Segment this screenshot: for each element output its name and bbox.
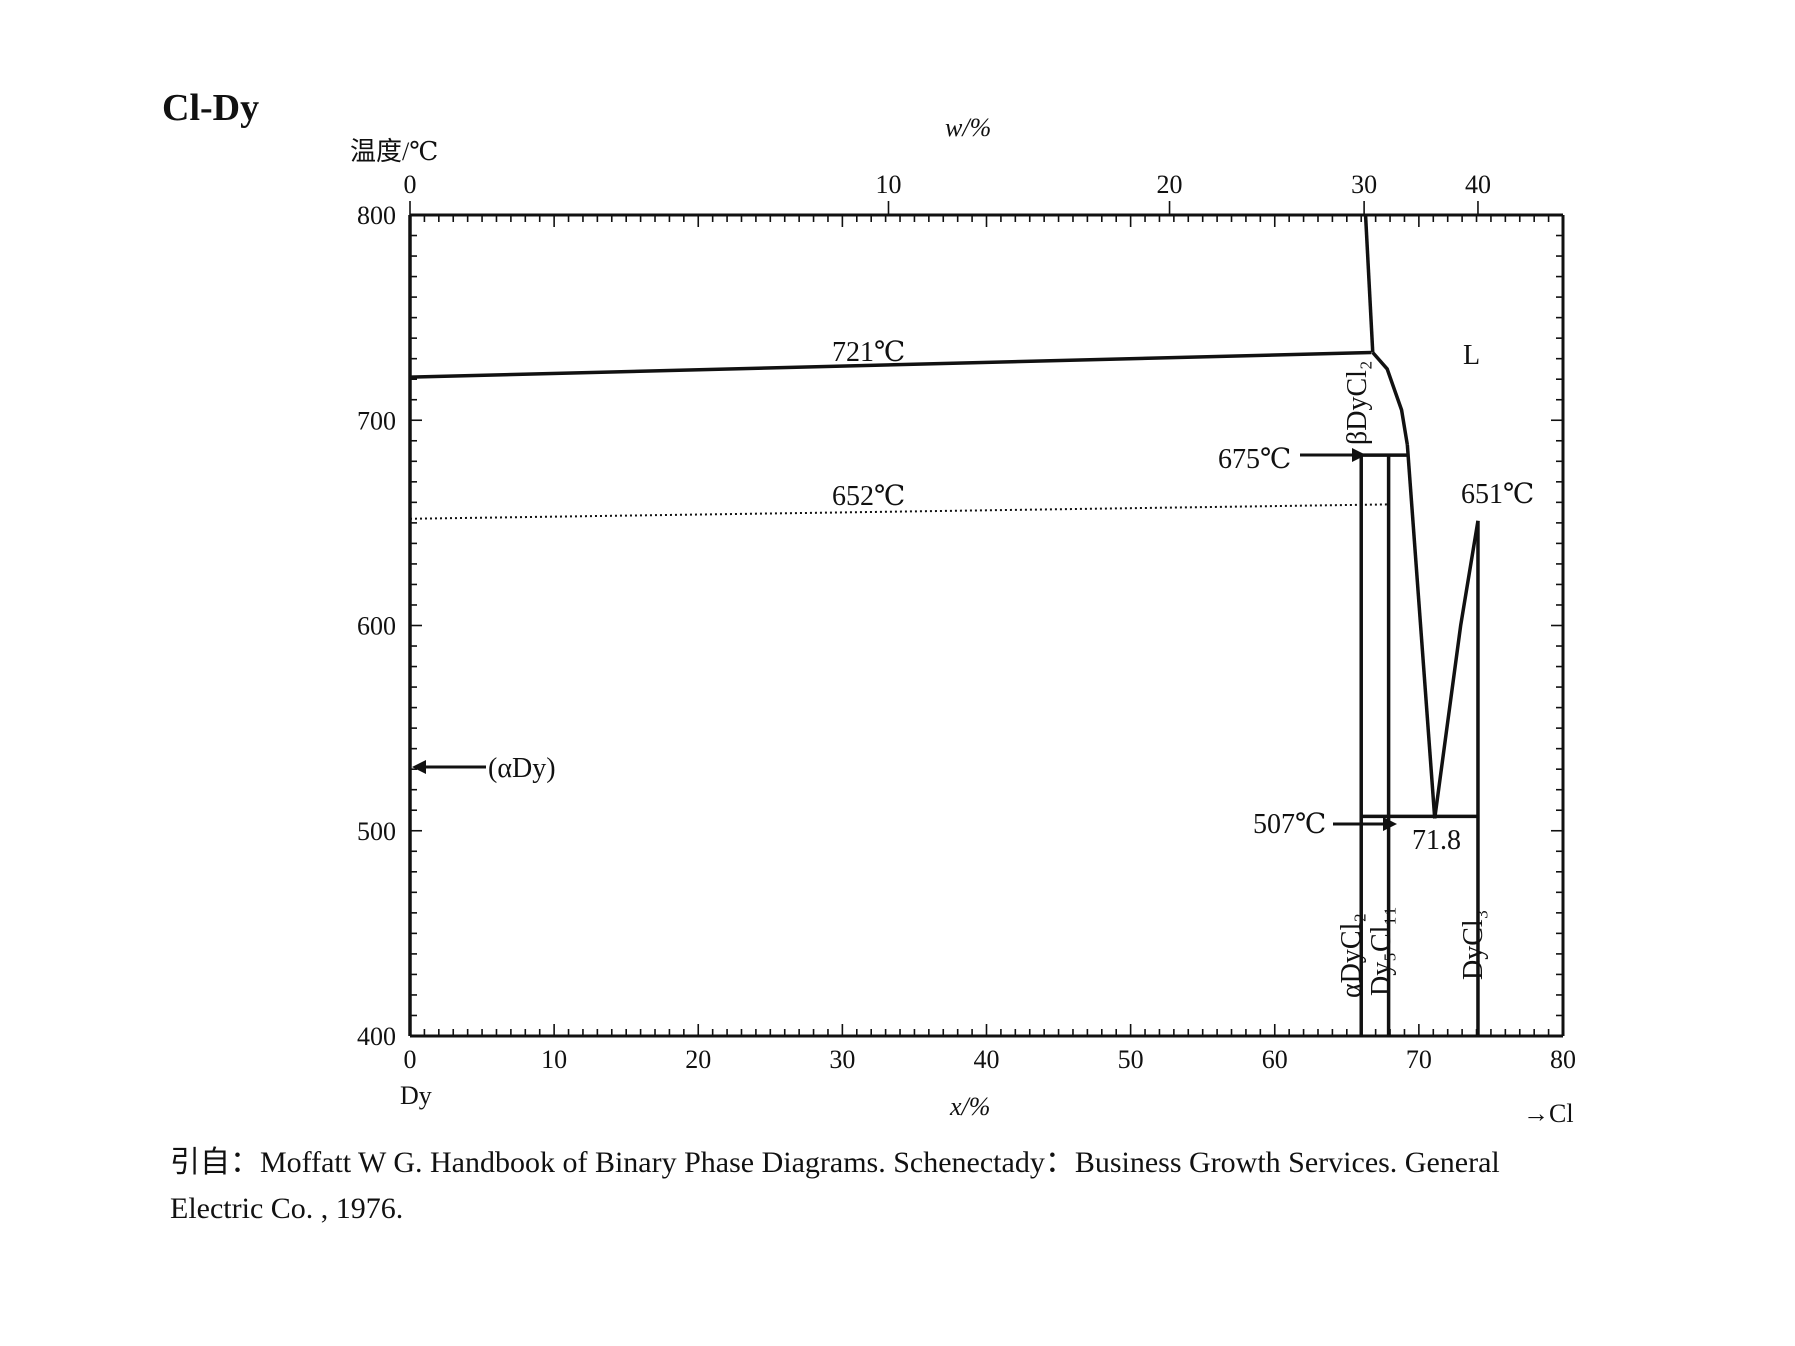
arrow-alpha-dy bbox=[412, 760, 486, 774]
phase-line-liquidus-upper bbox=[1363, 214, 1375, 353]
w-tick-label: 20 bbox=[1157, 170, 1183, 199]
annotation-721: 721℃ bbox=[832, 337, 905, 368]
y-tick-label: 400 bbox=[357, 1022, 396, 1051]
x-tick-label: 60 bbox=[1262, 1045, 1288, 1074]
alpha-dycl2-label: αDyCl₂ bbox=[1336, 913, 1367, 998]
x-tick-label: 70 bbox=[1406, 1045, 1432, 1074]
x-tick-label: 0 bbox=[404, 1045, 417, 1074]
x-tick-label: 20 bbox=[685, 1045, 711, 1074]
annotation-675: 675℃ bbox=[1218, 444, 1291, 475]
right-component-label: →Cl bbox=[1523, 1099, 1574, 1128]
y-tick-label: 500 bbox=[357, 817, 396, 846]
y-tick-label: 700 bbox=[357, 406, 396, 435]
phase-line-liquidus-dycl3 bbox=[1432, 520, 1480, 819]
x-tick-label: 50 bbox=[1118, 1045, 1144, 1074]
lines-layer bbox=[408, 214, 1480, 1036]
annotation-71-8: 71.8 bbox=[1412, 825, 1461, 856]
left-component-label: Dy bbox=[400, 1081, 432, 1110]
x-tick-label: 10 bbox=[541, 1045, 567, 1074]
w-tick-label: 10 bbox=[875, 170, 901, 199]
citation-line-2: Electric Co. , 1976. bbox=[170, 1192, 404, 1225]
phase-line-liquidus-beta bbox=[1371, 351, 1410, 446]
annotation-652: 652℃ bbox=[832, 481, 905, 512]
page-title: Cl-Dy bbox=[162, 87, 260, 129]
arrow-507 bbox=[1333, 817, 1397, 831]
y-tick-label: 600 bbox=[357, 612, 396, 641]
w-tick-label: 30 bbox=[1351, 170, 1377, 199]
dotted-line-transition-652 bbox=[409, 503, 1389, 520]
dy5cl11-label: Dy₅Cl₁₁ bbox=[1366, 906, 1397, 996]
x-tick-label: 80 bbox=[1550, 1045, 1576, 1074]
citation-line-1: 引自：Moffatt W G. Handbook of Binary Phase… bbox=[170, 1146, 1500, 1179]
x-tick-label: 30 bbox=[829, 1045, 855, 1074]
y-tick-label: 800 bbox=[357, 201, 396, 230]
annotation-507: 507℃ bbox=[1253, 809, 1326, 840]
x-tick-label: 40 bbox=[974, 1045, 1000, 1074]
y-axis-label: 温度/℃ bbox=[350, 137, 438, 166]
x-axis-label: x/% bbox=[949, 1092, 990, 1121]
dycl3-label: DyCl₃ bbox=[1458, 910, 1489, 980]
beta-dycl2-label: βDyCl₂ bbox=[1342, 360, 1373, 445]
phase-line-eutectic-721 bbox=[409, 350, 1372, 379]
w-tick-label: 40 bbox=[1465, 170, 1491, 199]
arrow-675 bbox=[1300, 448, 1366, 462]
annotation-651: 651℃ bbox=[1461, 479, 1534, 510]
w-tick-label: 0 bbox=[404, 170, 417, 199]
liquid-label: L bbox=[1463, 340, 1480, 371]
alpha-dy-label: (αDy) bbox=[488, 753, 556, 784]
citation: 引自：Moffatt W G. Handbook of Binary Phase… bbox=[170, 1140, 1730, 1232]
w-axis-label: w/% bbox=[945, 113, 991, 142]
phase-line-liquidus-dy5cl11 bbox=[1405, 444, 1437, 819]
